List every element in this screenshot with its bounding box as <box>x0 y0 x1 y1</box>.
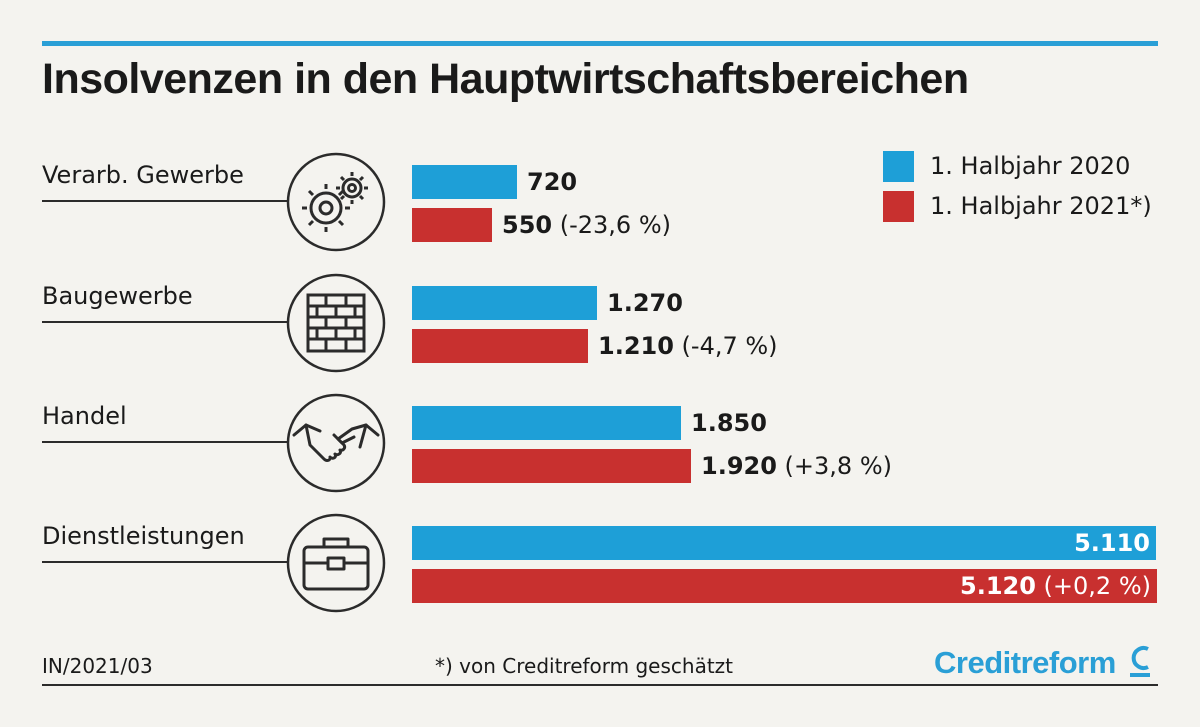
bar-change: (-23,6 %) <box>552 211 671 239</box>
chart-title: Insolvenzen in den Hauptwirtschaftsberei… <box>42 55 969 103</box>
category-label: Baugewerbe <box>42 282 193 310</box>
category-label: Dienstleistungen <box>42 522 245 550</box>
legend-label-2020: 1. Halbjahr 2020 <box>930 152 1131 180</box>
bar-value: 550 <box>502 211 553 239</box>
bar-value: 1.210 <box>598 332 674 360</box>
bar-value: 1.270 <box>607 289 683 317</box>
category-rule <box>42 561 290 563</box>
legend-swatch-2021 <box>883 190 914 222</box>
bar-2020 <box>412 526 1156 560</box>
bottom-rule <box>42 684 1158 686</box>
bar-change: (+0,2 %) <box>1035 572 1151 600</box>
bar-value: 1.850 <box>691 409 767 437</box>
bar-value: 5.120 <box>960 572 1036 600</box>
footer-code: IN/2021/03 <box>42 654 153 678</box>
bar-2020 <box>412 406 681 440</box>
legend: 1. Halbjahr 2020 1. Halbjahr 2021*) <box>883 146 1152 226</box>
bar-2021 <box>412 208 492 242</box>
bar-2020 <box>412 286 597 320</box>
bar-value-label-2020: 1.270 <box>607 286 683 320</box>
bar-value: 720 <box>527 168 578 196</box>
bar-change: (+3,8 %) <box>776 452 892 480</box>
category-rule <box>42 321 290 323</box>
bar-value-label-2021: 1.210 (-4,7 %) <box>598 329 778 363</box>
bar-change: (-4,7 %) <box>673 332 778 360</box>
gears-icon <box>286 152 386 252</box>
bar-2021 <box>412 449 691 483</box>
brand-logo: Creditreform <box>934 645 1152 681</box>
bar-value-label-2020: 1.850 <box>691 406 767 440</box>
legend-swatch-2020 <box>883 150 914 182</box>
bar-value: 5.110 <box>1074 529 1150 557</box>
bar-value-label-2021: 1.920 (+3,8 %) <box>701 449 892 483</box>
brick-wall-icon <box>286 273 386 373</box>
briefcase-icon <box>286 513 386 613</box>
top-accent-rule <box>42 41 1158 46</box>
legend-label-2021: 1. Halbjahr 2021*) <box>930 192 1152 220</box>
bar-value: 1.920 <box>701 452 777 480</box>
bar-value-label-2020: 720 <box>527 165 577 199</box>
category-label: Verarb. Gewerbe <box>42 161 244 189</box>
footnote: *) von Creditreform geschätzt <box>435 654 734 678</box>
bar-2021 <box>412 569 1157 603</box>
bar-value-label-2021: 550 (-23,6 %) <box>502 208 671 242</box>
brand-c-icon <box>1129 646 1150 677</box>
legend-item-2021: 1. Halbjahr 2021*) <box>883 186 1152 226</box>
category-rule <box>42 441 290 443</box>
bar-value-label-2020: 5.110 <box>1074 526 1150 560</box>
bar-2020 <box>412 165 517 199</box>
category-label: Handel <box>42 402 127 430</box>
legend-item-2020: 1. Halbjahr 2020 <box>883 146 1152 186</box>
bar-2021 <box>412 329 588 363</box>
brand-wordmark: Creditreform <box>934 645 1116 680</box>
bar-value-label-2021: 5.120 (+0,2 %) <box>960 569 1151 603</box>
category-rule <box>42 200 290 202</box>
handshake-icon <box>286 393 386 493</box>
